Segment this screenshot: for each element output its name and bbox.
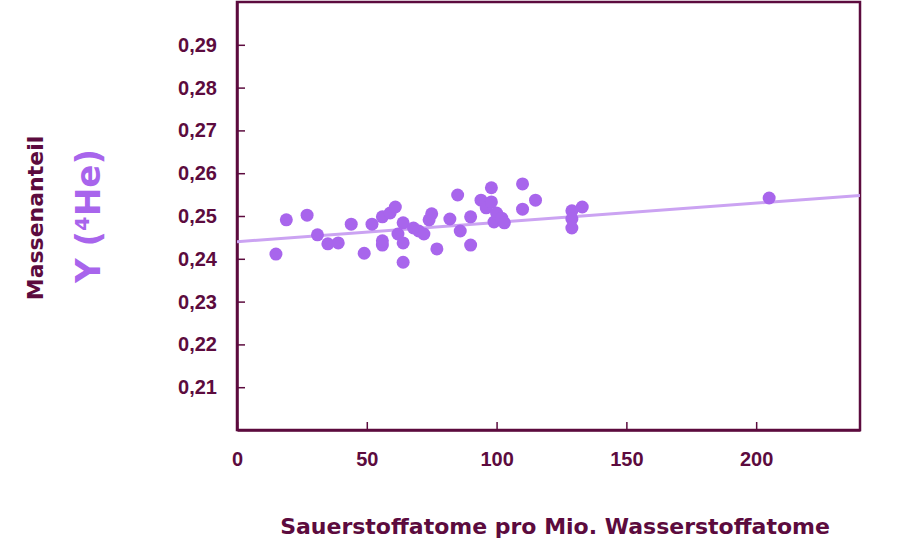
x-tick-mark: [237, 422, 239, 430]
data-point: [345, 218, 358, 231]
y-tick: 0,27: [178, 119, 245, 141]
y-tick-label: 0,26: [178, 162, 217, 184]
y-axis: 0,21 0,22 0,23 0,24 0,25 0,26 0,27 0,28 0,29: [178, 3, 245, 431]
data-point: [425, 207, 438, 220]
x-axis: 0 50 100 150 200: [232, 422, 861, 470]
x-tick: 0: [232, 422, 243, 470]
y-tick: 0,21: [178, 376, 245, 398]
data-point: [464, 239, 477, 252]
y-tick: 0,28: [178, 77, 245, 99]
x-tick-mark: [756, 422, 758, 430]
x-tick-mark: [626, 422, 628, 430]
y-tick-mark: [237, 130, 245, 132]
x-tick: 50: [356, 422, 378, 470]
y-tick-label: 0,21: [178, 376, 217, 398]
data-point: [430, 242, 443, 255]
y-tick-mark: [237, 259, 245, 261]
y-tick-label: 0,24: [178, 248, 218, 270]
y-tick-mark: [237, 87, 245, 89]
data-point: [443, 212, 456, 225]
y-tick-label: 0,22: [178, 333, 217, 355]
data-point: [498, 216, 511, 229]
x-tick-mark: [496, 422, 498, 430]
data-point: [358, 247, 371, 260]
y-tick-label: 0,27: [178, 119, 217, 141]
x-axis-title: Sauerstoffatome pro Mio. Wasserstoffatom…: [280, 514, 830, 539]
x-tick-label: 50: [356, 448, 378, 470]
y-axis-subtitle: Y (⁴He): [68, 149, 108, 284]
data-point: [485, 181, 498, 194]
x-tick: 200: [740, 422, 773, 470]
x-tick-label: 150: [610, 448, 643, 470]
data-point: [565, 221, 578, 234]
x-tick: 150: [610, 422, 643, 470]
y-tick-mark: [237, 45, 245, 47]
data-point: [397, 236, 410, 249]
data-point: [280, 213, 293, 226]
y-tick-mark: [237, 216, 245, 218]
y-axis-title: Massenanteil: [23, 136, 48, 301]
y-tick-label: 0,23: [178, 291, 217, 313]
x-tick-label: 0: [232, 448, 243, 470]
data-point: [763, 192, 776, 205]
data-layer: [237, 177, 860, 268]
x-tick-mark: [367, 422, 369, 430]
x-tick-label: 100: [480, 448, 513, 470]
y-tick: 0,23: [178, 291, 245, 313]
data-point: [576, 201, 589, 214]
chart: 0,21 0,22 0,23 0,24 0,25 0,26 0,27 0,28 0,29 0 50 1…: [0, 0, 900, 549]
y-tick-mark: [237, 301, 245, 303]
y-tick: 0,26: [178, 162, 245, 184]
data-point: [301, 209, 314, 222]
data-point: [516, 177, 529, 190]
data-point: [451, 189, 464, 202]
data-point: [376, 234, 389, 247]
plot: 0,21 0,22 0,23 0,24 0,25 0,26 0,27 0,28 0,29 0 50 1…: [178, 2, 860, 470]
y-tick: 0,29: [178, 34, 245, 56]
data-point: [485, 195, 498, 208]
y-tick-mark: [237, 387, 245, 389]
y-tick: 0,22: [178, 333, 245, 355]
y-tick-label: 0,29: [178, 34, 217, 56]
x-axis-line: [238, 429, 861, 432]
data-point: [417, 227, 430, 240]
data-point: [516, 203, 529, 216]
y-tick-label: 0,28: [178, 77, 217, 99]
x-tick: 100: [480, 422, 513, 470]
data-point: [397, 256, 410, 269]
y-tick-label: 0,25: [178, 205, 217, 227]
data-point: [389, 201, 402, 214]
data-point: [454, 224, 467, 237]
data-point: [311, 228, 324, 241]
y-tick-mark: [237, 344, 245, 346]
data-point: [332, 236, 345, 249]
data-point: [269, 248, 282, 261]
data-point: [464, 210, 477, 223]
data-point: [529, 194, 542, 207]
x-tick-label: 200: [740, 448, 773, 470]
y-tick: 0,25: [178, 205, 245, 227]
y-tick: 0,24: [178, 248, 245, 270]
y-tick-mark: [237, 173, 245, 175]
plot-frame: [237, 2, 860, 430]
